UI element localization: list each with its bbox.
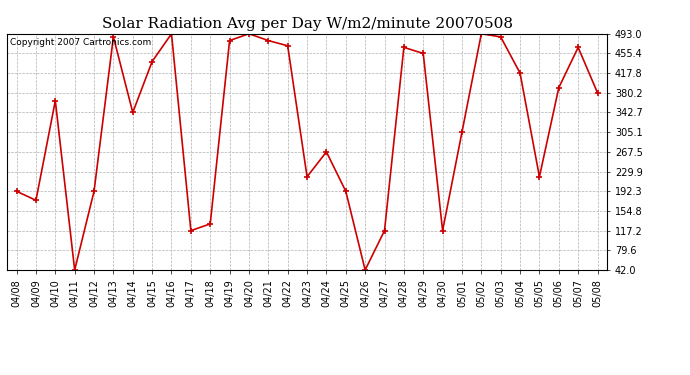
Title: Solar Radiation Avg per Day W/m2/minute 20070508: Solar Radiation Avg per Day W/m2/minute … [101, 17, 513, 31]
Text: Copyright 2007 Cartronics.com: Copyright 2007 Cartronics.com [10, 39, 151, 48]
